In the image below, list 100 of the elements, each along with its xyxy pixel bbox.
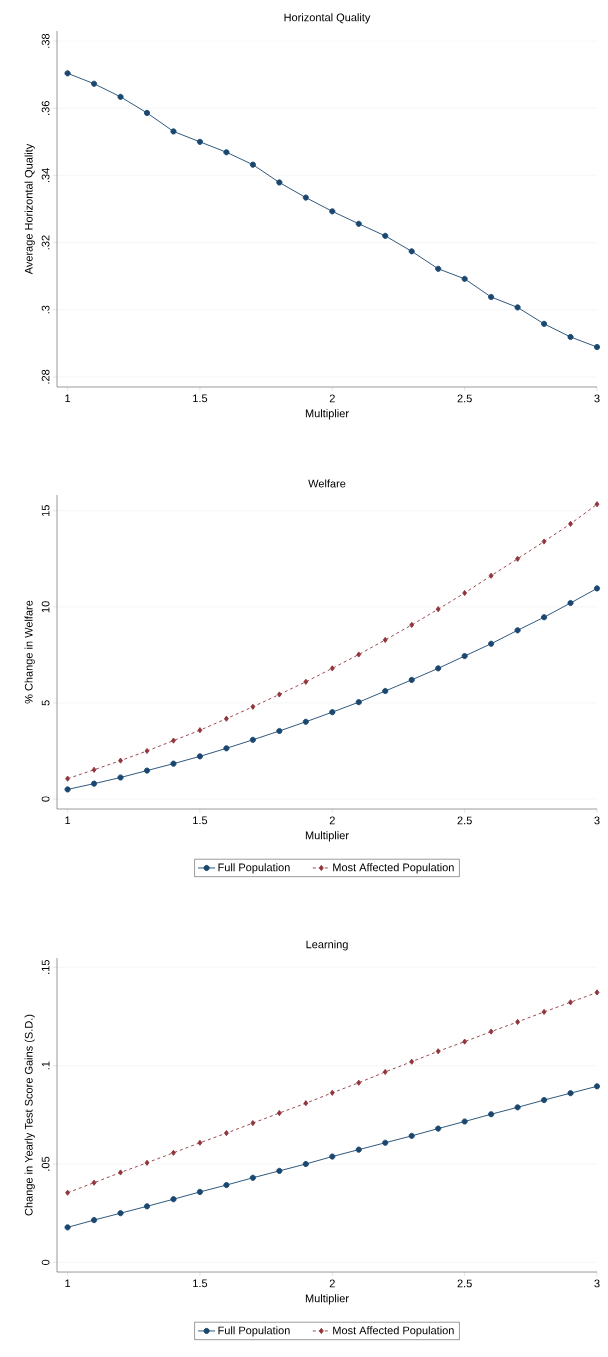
y-tick-label: .05 (41, 1156, 50, 1171)
y-tick-label: 5 (41, 700, 50, 706)
point (408, 248, 415, 255)
x-tick-label: 1.5 (193, 1279, 208, 1288)
point (118, 1169, 123, 1176)
point (91, 766, 97, 773)
x-tick-label: 2 (329, 816, 335, 825)
x-tick-label: 1.5 (193, 816, 208, 825)
point (170, 760, 177, 767)
legend-label: Most Affected Population (333, 1326, 454, 1337)
chart-title: Learning (306, 940, 348, 951)
point (223, 1182, 230, 1189)
point (223, 745, 230, 752)
point (355, 1146, 362, 1153)
point (382, 636, 388, 643)
x-tick-label: 2 (329, 394, 335, 403)
point (594, 501, 600, 508)
x-axis-title: Multiplier (305, 409, 349, 420)
point (488, 640, 495, 647)
point (356, 651, 362, 658)
point (276, 1167, 283, 1174)
point (276, 727, 283, 735)
x-tick-label: 2.5 (457, 1279, 472, 1288)
x-tick-label: 1 (65, 1279, 71, 1288)
point (196, 753, 203, 760)
point (568, 520, 573, 527)
y-tick-label: .38 (41, 33, 50, 48)
point (249, 736, 256, 743)
point (303, 1100, 309, 1107)
point (143, 767, 151, 774)
y-tick-label: .28 (41, 369, 50, 384)
point (143, 1203, 151, 1210)
point (382, 232, 389, 239)
point (355, 220, 362, 227)
point (329, 208, 336, 215)
point (196, 1188, 203, 1195)
y-axis-title: Change in Yearly Test Score Gains (S.D.) (24, 1014, 35, 1216)
point (488, 1111, 495, 1118)
legend-label: Full Population (218, 1326, 290, 1337)
point (329, 665, 335, 672)
y-axis-title: % Change in Welfare (24, 600, 35, 704)
point (144, 1159, 150, 1166)
point (515, 555, 520, 562)
point (488, 1028, 494, 1035)
y-tick-label: .34 (41, 168, 50, 183)
point (329, 1153, 336, 1160)
point (409, 621, 415, 628)
point (197, 727, 203, 734)
point (303, 678, 309, 685)
point (593, 1083, 601, 1090)
point (408, 1132, 415, 1139)
point (117, 1210, 124, 1217)
point (461, 275, 468, 282)
point (356, 1079, 362, 1086)
point (568, 999, 573, 1006)
point (224, 715, 229, 722)
point (541, 538, 547, 545)
point (408, 676, 415, 683)
point (514, 304, 521, 311)
x-tick-label: 3 (594, 816, 600, 825)
x-tick-label: 3 (594, 1279, 600, 1288)
y-tick-label: .32 (41, 235, 50, 250)
point (223, 149, 230, 156)
point (382, 1068, 388, 1075)
point (382, 687, 389, 695)
point (64, 70, 71, 77)
y-tick-label: .3 (41, 305, 50, 314)
point (276, 179, 283, 186)
point (461, 653, 468, 660)
point (144, 747, 150, 755)
chart-title: Welfare (308, 479, 346, 488)
point (435, 1048, 441, 1055)
x-axis-title: Multiplier (305, 1294, 349, 1305)
point (541, 1008, 547, 1015)
point (91, 780, 98, 787)
legend-label: Most Affected Population (333, 863, 454, 874)
point (567, 1090, 574, 1097)
chart-title: Horizontal Quality (284, 13, 371, 24)
point (64, 1224, 71, 1231)
point (302, 1160, 309, 1168)
y-tick-label: 15 (41, 505, 50, 517)
point (594, 989, 600, 996)
y-tick-label: 0 (41, 1259, 50, 1266)
point (435, 1125, 442, 1132)
point (329, 709, 336, 716)
point (488, 572, 494, 579)
point (143, 109, 151, 116)
point (462, 589, 468, 597)
point (567, 599, 574, 607)
y-tick-label: 10 (41, 601, 50, 613)
point (302, 194, 309, 201)
point (541, 320, 548, 327)
x-tick-label: 2.5 (457, 394, 472, 403)
x-tick-label: 1 (65, 816, 71, 825)
point (488, 293, 495, 301)
point (541, 1097, 548, 1104)
point (329, 1089, 335, 1096)
point (117, 774, 124, 781)
point (117, 93, 124, 100)
point (118, 757, 123, 764)
